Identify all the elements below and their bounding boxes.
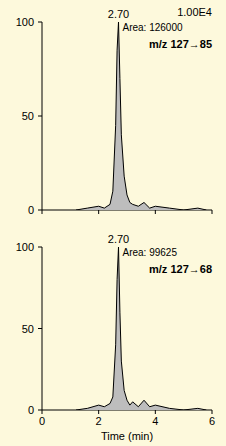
y-tick-label: 100 — [16, 16, 34, 28]
y-tick — [38, 410, 42, 411]
y-tick — [38, 247, 42, 248]
y-tick-label: 0 — [28, 204, 34, 216]
chart: 0 50 100 2.70 Area: 126000 m/z 127→85 1.00E4 0 5… — [0, 0, 226, 446]
peak-label: 2.70 — [108, 233, 129, 245]
x-tick — [98, 410, 99, 414]
x-tick — [212, 210, 213, 214]
trace — [76, 22, 206, 210]
y-tick-label: 50 — [22, 110, 34, 122]
x-tick — [212, 410, 213, 414]
x-tick — [98, 210, 99, 214]
x-tick — [42, 210, 43, 214]
transition-label: m/z 127→68 — [149, 263, 212, 275]
x-axis-label: Time (min) — [101, 430, 153, 442]
y-tick-label: 50 — [22, 323, 34, 335]
y-tick — [38, 210, 42, 211]
area-label: Area: 99625 — [123, 247, 178, 258]
x-tick — [155, 410, 156, 414]
y-tick — [38, 328, 42, 329]
x-tick-label: 4 — [152, 415, 158, 427]
y-tick — [38, 116, 42, 117]
y-tick-label: 0 — [28, 404, 34, 416]
plot-area — [76, 22, 206, 210]
transition-label: m/z 127→85 — [149, 38, 212, 50]
peak-label: 2.70 — [108, 8, 129, 20]
x-tick-label: 2 — [96, 415, 102, 427]
x-tick-label: 6 — [209, 415, 215, 427]
x-tick — [155, 210, 156, 214]
x-tick — [42, 410, 43, 414]
y-tick-label: 100 — [16, 241, 34, 253]
area-label: Area: 126000 — [123, 22, 183, 33]
y-tick — [38, 22, 42, 23]
peak-area — [76, 22, 206, 210]
x-tick-label: 0 — [39, 415, 45, 427]
scale-label: 1.00E4 — [177, 6, 212, 18]
